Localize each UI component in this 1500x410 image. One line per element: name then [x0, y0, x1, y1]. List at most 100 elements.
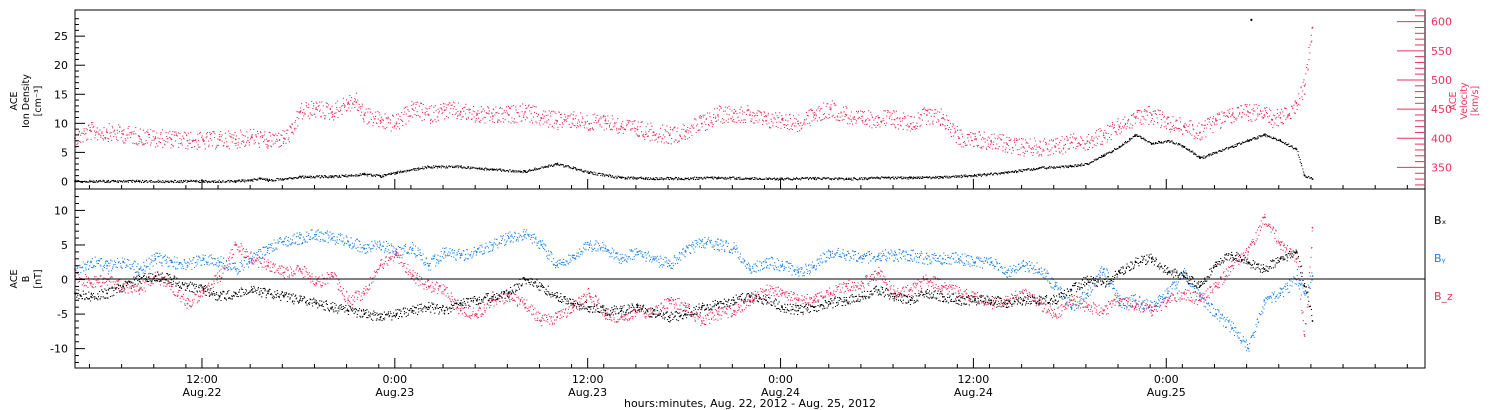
x-tick-time-label: 0:00 — [768, 373, 793, 386]
velocity-series-point — [234, 138, 237, 141]
top-right-ylabel-line1: ACE — [1448, 92, 1459, 111]
velocity-series-point — [974, 138, 976, 141]
top-left-ylabel-line2: Ion Density — [21, 74, 32, 128]
velocity-series-point — [1150, 114, 1153, 116]
by-series-point — [508, 237, 510, 240]
x-tick-date-label: Aug.24 — [954, 386, 993, 399]
x-tick-date-label: Aug.24 — [761, 386, 800, 399]
velocity-series-point — [395, 122, 398, 125]
bx-series-point — [1118, 271, 1121, 274]
velocity-series-point — [106, 131, 108, 134]
top-right-tick-label: 450 — [1431, 103, 1452, 116]
bx-series-point — [797, 309, 800, 312]
velocity-series-point — [443, 109, 446, 112]
bottom-left-tick-label: 0 — [61, 274, 68, 287]
top-right-tick-label: 350 — [1431, 161, 1452, 174]
bx-series-point — [508, 292, 510, 295]
by-series-point — [1006, 271, 1008, 274]
velocity-series-point — [1247, 111, 1250, 113]
bz-series-point — [1247, 251, 1250, 253]
by-series-point — [459, 254, 462, 257]
velocity-series-point — [717, 114, 719, 116]
velocity-series-point — [813, 114, 816, 116]
x-axis: 12:00Aug.220:00Aug.2312:00Aug.230:00Aug.… — [88, 179, 1408, 399]
top-left-tick-label: 0 — [61, 175, 68, 188]
velocity-series-point — [1167, 122, 1169, 125]
velocity-series-point — [186, 139, 189, 142]
bx-series-point — [1167, 271, 1169, 274]
by-series-point — [1279, 292, 1282, 295]
bz-series-point — [475, 313, 478, 315]
bx-series-point — [250, 289, 253, 291]
bx-series-point — [411, 309, 414, 312]
by-series-point — [749, 268, 751, 271]
by-series-point — [315, 233, 317, 236]
x-tick-date-label: Aug.23 — [568, 386, 607, 399]
velocity-series-point — [893, 118, 896, 121]
bz-series-point — [411, 275, 414, 277]
velocity-series-point — [572, 118, 575, 120]
bz-series-point — [684, 306, 687, 309]
velocity-series-point — [170, 138, 173, 141]
velocity-series-point — [1054, 146, 1057, 148]
top-left-tick-label: 20 — [54, 59, 68, 72]
bx-series-point — [1150, 257, 1153, 260]
velocity-series-point — [1231, 114, 1233, 116]
velocity-series-point — [315, 108, 317, 110]
velocity-series-point — [668, 134, 671, 137]
bz-series-point — [1086, 306, 1089, 309]
top-right-tick-label: 500 — [1431, 74, 1452, 87]
x-axis-title: hours:minutes, Aug. 22, 2012 - Aug. 25, … — [624, 397, 876, 410]
velocity-series-point — [765, 119, 767, 122]
bz-series-point — [765, 289, 767, 291]
velocity-series-point — [1279, 117, 1282, 119]
by-series-point — [765, 261, 767, 264]
bz-series-point — [218, 275, 221, 277]
by-series-point — [1038, 268, 1041, 271]
bx-series-point — [202, 289, 205, 291]
x-tick-time-label: 12:00 — [572, 373, 604, 386]
bottom-panel-frame — [74, 188, 1426, 369]
bx-series-point — [283, 295, 285, 298]
bz-series-point — [1303, 333, 1306, 336]
bx-series-point — [1054, 299, 1057, 302]
bx-series-point — [90, 295, 92, 298]
velocity-series-point — [556, 119, 558, 122]
top-left-tick-label: 25 — [54, 30, 68, 43]
by-series-point — [524, 233, 526, 236]
by-series-point — [1183, 271, 1185, 274]
by-series-point — [234, 268, 237, 271]
bx-series-point — [733, 299, 735, 302]
by-series-point — [1118, 302, 1121, 305]
bx-series-point — [974, 299, 976, 302]
bx-series-point — [636, 306, 639, 309]
by-series-point — [170, 261, 173, 264]
by-series-point — [1263, 299, 1266, 302]
velocity-series-point — [797, 122, 800, 125]
density-outlier-point — [1250, 18, 1253, 21]
top-left-tick-label: 5 — [61, 146, 68, 159]
velocity-series-point — [909, 122, 912, 125]
velocity-series-point — [267, 140, 269, 143]
bx-series-point — [331, 306, 333, 309]
top-left-tick-label: 15 — [54, 88, 68, 101]
bz-series-point — [186, 302, 189, 305]
bx-series-point — [1038, 299, 1041, 302]
bz-series-point — [508, 295, 510, 298]
x-tick-time-label: 12:00 — [186, 373, 218, 386]
bx-series-dots — [75, 249, 1313, 323]
bottom-left-tick-label: 10 — [54, 204, 68, 217]
top-right-tick-label: 400 — [1431, 132, 1452, 145]
bz-series-point — [1311, 226, 1314, 229]
velocity-series-point — [492, 115, 494, 117]
top-left-ylabel-line3: [cm⁻³] — [33, 86, 44, 117]
velocity-series-point — [1006, 143, 1008, 146]
by-series-point — [588, 244, 591, 246]
bz-series-point — [524, 302, 526, 305]
by-series-point — [411, 247, 414, 250]
by-series-point — [797, 271, 800, 274]
bz-series-point — [1279, 244, 1282, 246]
velocity-series-point — [1263, 114, 1266, 116]
bz-series-point — [250, 257, 253, 260]
